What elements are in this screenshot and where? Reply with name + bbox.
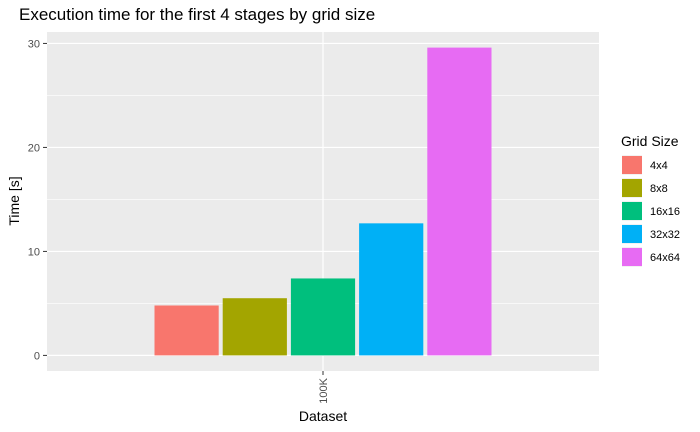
legend-label-4x4: 4x4 [650, 160, 668, 172]
bar-4x4 [154, 305, 219, 356]
x-axis-title: Dataset [299, 408, 347, 424]
x-axis: 100K [318, 371, 330, 404]
legend-swatch-16x16 [622, 202, 642, 220]
legend-swatch-8x8 [622, 179, 642, 197]
y-tick-label: 10 [28, 246, 40, 258]
legend-swatch-4x4 [622, 156, 642, 174]
legend-label-64x64: 64x64 [650, 252, 680, 264]
y-tick-label: 30 [28, 38, 40, 50]
bar-16x16 [290, 278, 356, 356]
legend-items: 4x4 8x8 16x16 32x32 64x64 [622, 155, 680, 267]
legend-swatch-32x32 [622, 225, 642, 243]
bar-64x64 [427, 47, 492, 356]
legend: Grid Size 4x4 8x8 16x16 32x32 64x64 [621, 133, 680, 267]
bar-32x32 [359, 223, 424, 356]
legend-label-16x16: 16x16 [650, 206, 680, 218]
legend-label-32x32: 32x32 [650, 229, 680, 241]
y-axis: 0 10 20 30 [28, 38, 47, 362]
legend-title: Grid Size [621, 133, 679, 149]
bars [154, 47, 492, 356]
legend-swatch-64x64 [622, 248, 642, 266]
bar-8x8 [222, 298, 287, 356]
chart-title: Execution time for the first 4 stages by… [19, 5, 375, 24]
y-tick-label: 20 [28, 142, 40, 154]
y-tick-label: 0 [34, 350, 40, 362]
y-axis-title: Time [s] [6, 176, 22, 225]
x-tick-label: 100K [318, 377, 330, 403]
legend-label-8x8: 8x8 [650, 183, 668, 195]
